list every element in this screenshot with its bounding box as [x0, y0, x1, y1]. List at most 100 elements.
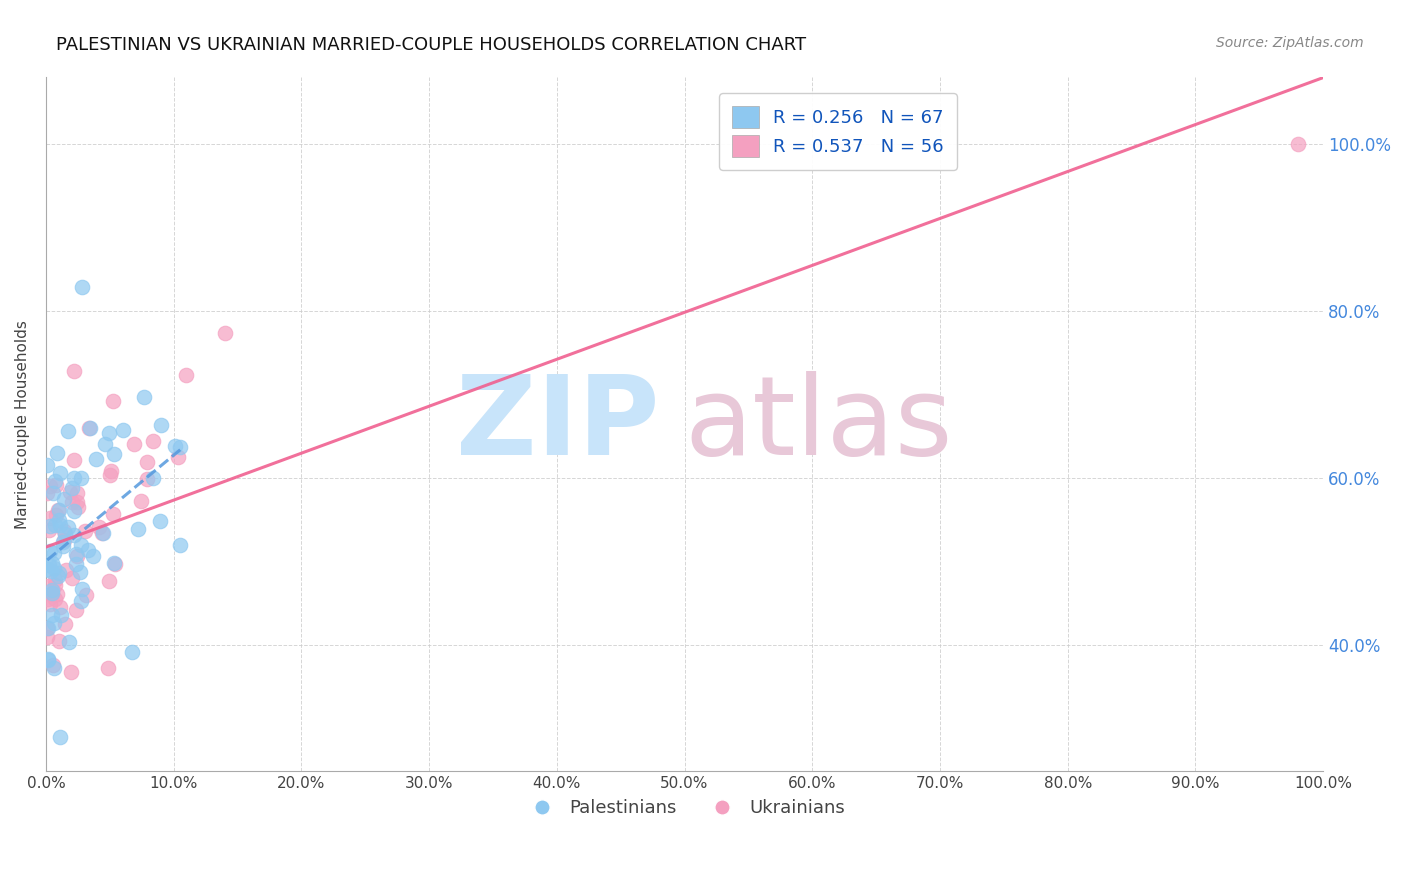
Point: [37, 653, 59, 667]
Point: [63, 504, 86, 518]
Point: [37, 579, 59, 593]
Point: [37, 458, 59, 472]
Point: [65, 603, 87, 617]
Point: [174, 368, 197, 383]
Point: [48, 513, 70, 527]
Point: [38, 543, 60, 558]
Point: [76, 543, 98, 558]
Point: [142, 471, 165, 485]
Point: [48, 566, 70, 581]
Point: [46, 569, 69, 583]
Point: [165, 439, 187, 453]
Point: [53, 524, 76, 538]
Point: [45, 508, 67, 522]
Point: [82, 549, 104, 563]
Point: [63, 452, 86, 467]
Point: [65, 557, 87, 571]
Point: [37, 486, 59, 500]
Point: [112, 423, 135, 437]
Point: [100, 464, 122, 478]
Point: [38, 597, 60, 611]
Point: [39, 564, 62, 578]
Legend: Palestinians, Ukrainians: Palestinians, Ukrainians: [517, 791, 852, 824]
Point: [127, 522, 149, 536]
Point: [65, 485, 87, 500]
Point: [70, 594, 93, 608]
Point: [52, 535, 75, 549]
Point: [52, 492, 75, 507]
Point: [38, 523, 60, 537]
Point: [149, 514, 172, 528]
Point: [41, 608, 63, 623]
Point: [150, 417, 173, 432]
Text: PALESTINIAN VS UKRAINIAN MARRIED-COUPLE HOUSEHOLDS CORRELATION CHART: PALESTINIAN VS UKRAINIAN MARRIED-COUPLE …: [56, 36, 807, 54]
Point: [86, 452, 108, 467]
Point: [60, 495, 83, 509]
Point: [101, 393, 124, 408]
Point: [136, 472, 159, 486]
Point: [59, 484, 82, 499]
Point: [46, 502, 69, 516]
Point: [60, 481, 83, 495]
Point: [49, 518, 72, 533]
Point: [42, 546, 65, 560]
Text: atlas: atlas: [685, 370, 953, 477]
Point: [46, 587, 69, 601]
Point: [44, 661, 66, 675]
Point: [53, 526, 76, 541]
Point: [46, 445, 69, 459]
Point: [38, 478, 60, 492]
Point: [63, 364, 86, 378]
Point: [66, 549, 89, 563]
Point: [70, 280, 93, 294]
Point: [66, 500, 89, 514]
Point: [44, 573, 66, 587]
Point: [41, 556, 63, 570]
Point: [104, 558, 127, 572]
Point: [41, 587, 63, 601]
Point: [65, 547, 87, 561]
Point: [42, 657, 65, 672]
Point: [48, 599, 70, 614]
Point: [44, 474, 66, 488]
Point: [44, 517, 66, 532]
Point: [79, 421, 101, 435]
Point: [37, 621, 59, 635]
Point: [70, 582, 93, 597]
Point: [214, 326, 236, 340]
Point: [66, 495, 89, 509]
Point: [98, 468, 121, 483]
Point: [97, 661, 120, 675]
Point: [42, 486, 65, 500]
Point: [53, 533, 76, 547]
Point: [103, 556, 125, 570]
Point: [77, 421, 100, 435]
Point: [103, 447, 125, 461]
Point: [52, 539, 75, 553]
Point: [45, 477, 67, 491]
Point: [60, 571, 83, 585]
Point: [136, 455, 159, 469]
Point: [38, 558, 60, 573]
Y-axis label: Married-couple Households: Married-couple Households: [15, 319, 30, 528]
Point: [37, 652, 59, 666]
Point: [37, 562, 59, 576]
Point: [42, 561, 65, 575]
Point: [121, 645, 143, 659]
Point: [37, 591, 59, 606]
Point: [129, 494, 152, 508]
Point: [1286, 137, 1309, 152]
Point: [38, 519, 60, 533]
Point: [44, 591, 66, 606]
Point: [122, 437, 145, 451]
Point: [49, 730, 72, 744]
Point: [58, 635, 80, 649]
Point: [62, 528, 84, 542]
Point: [37, 621, 59, 635]
Point: [75, 524, 97, 538]
Point: [48, 503, 70, 517]
Point: [59, 665, 82, 679]
Point: [87, 520, 110, 534]
Point: [167, 450, 190, 464]
Point: [41, 586, 63, 600]
